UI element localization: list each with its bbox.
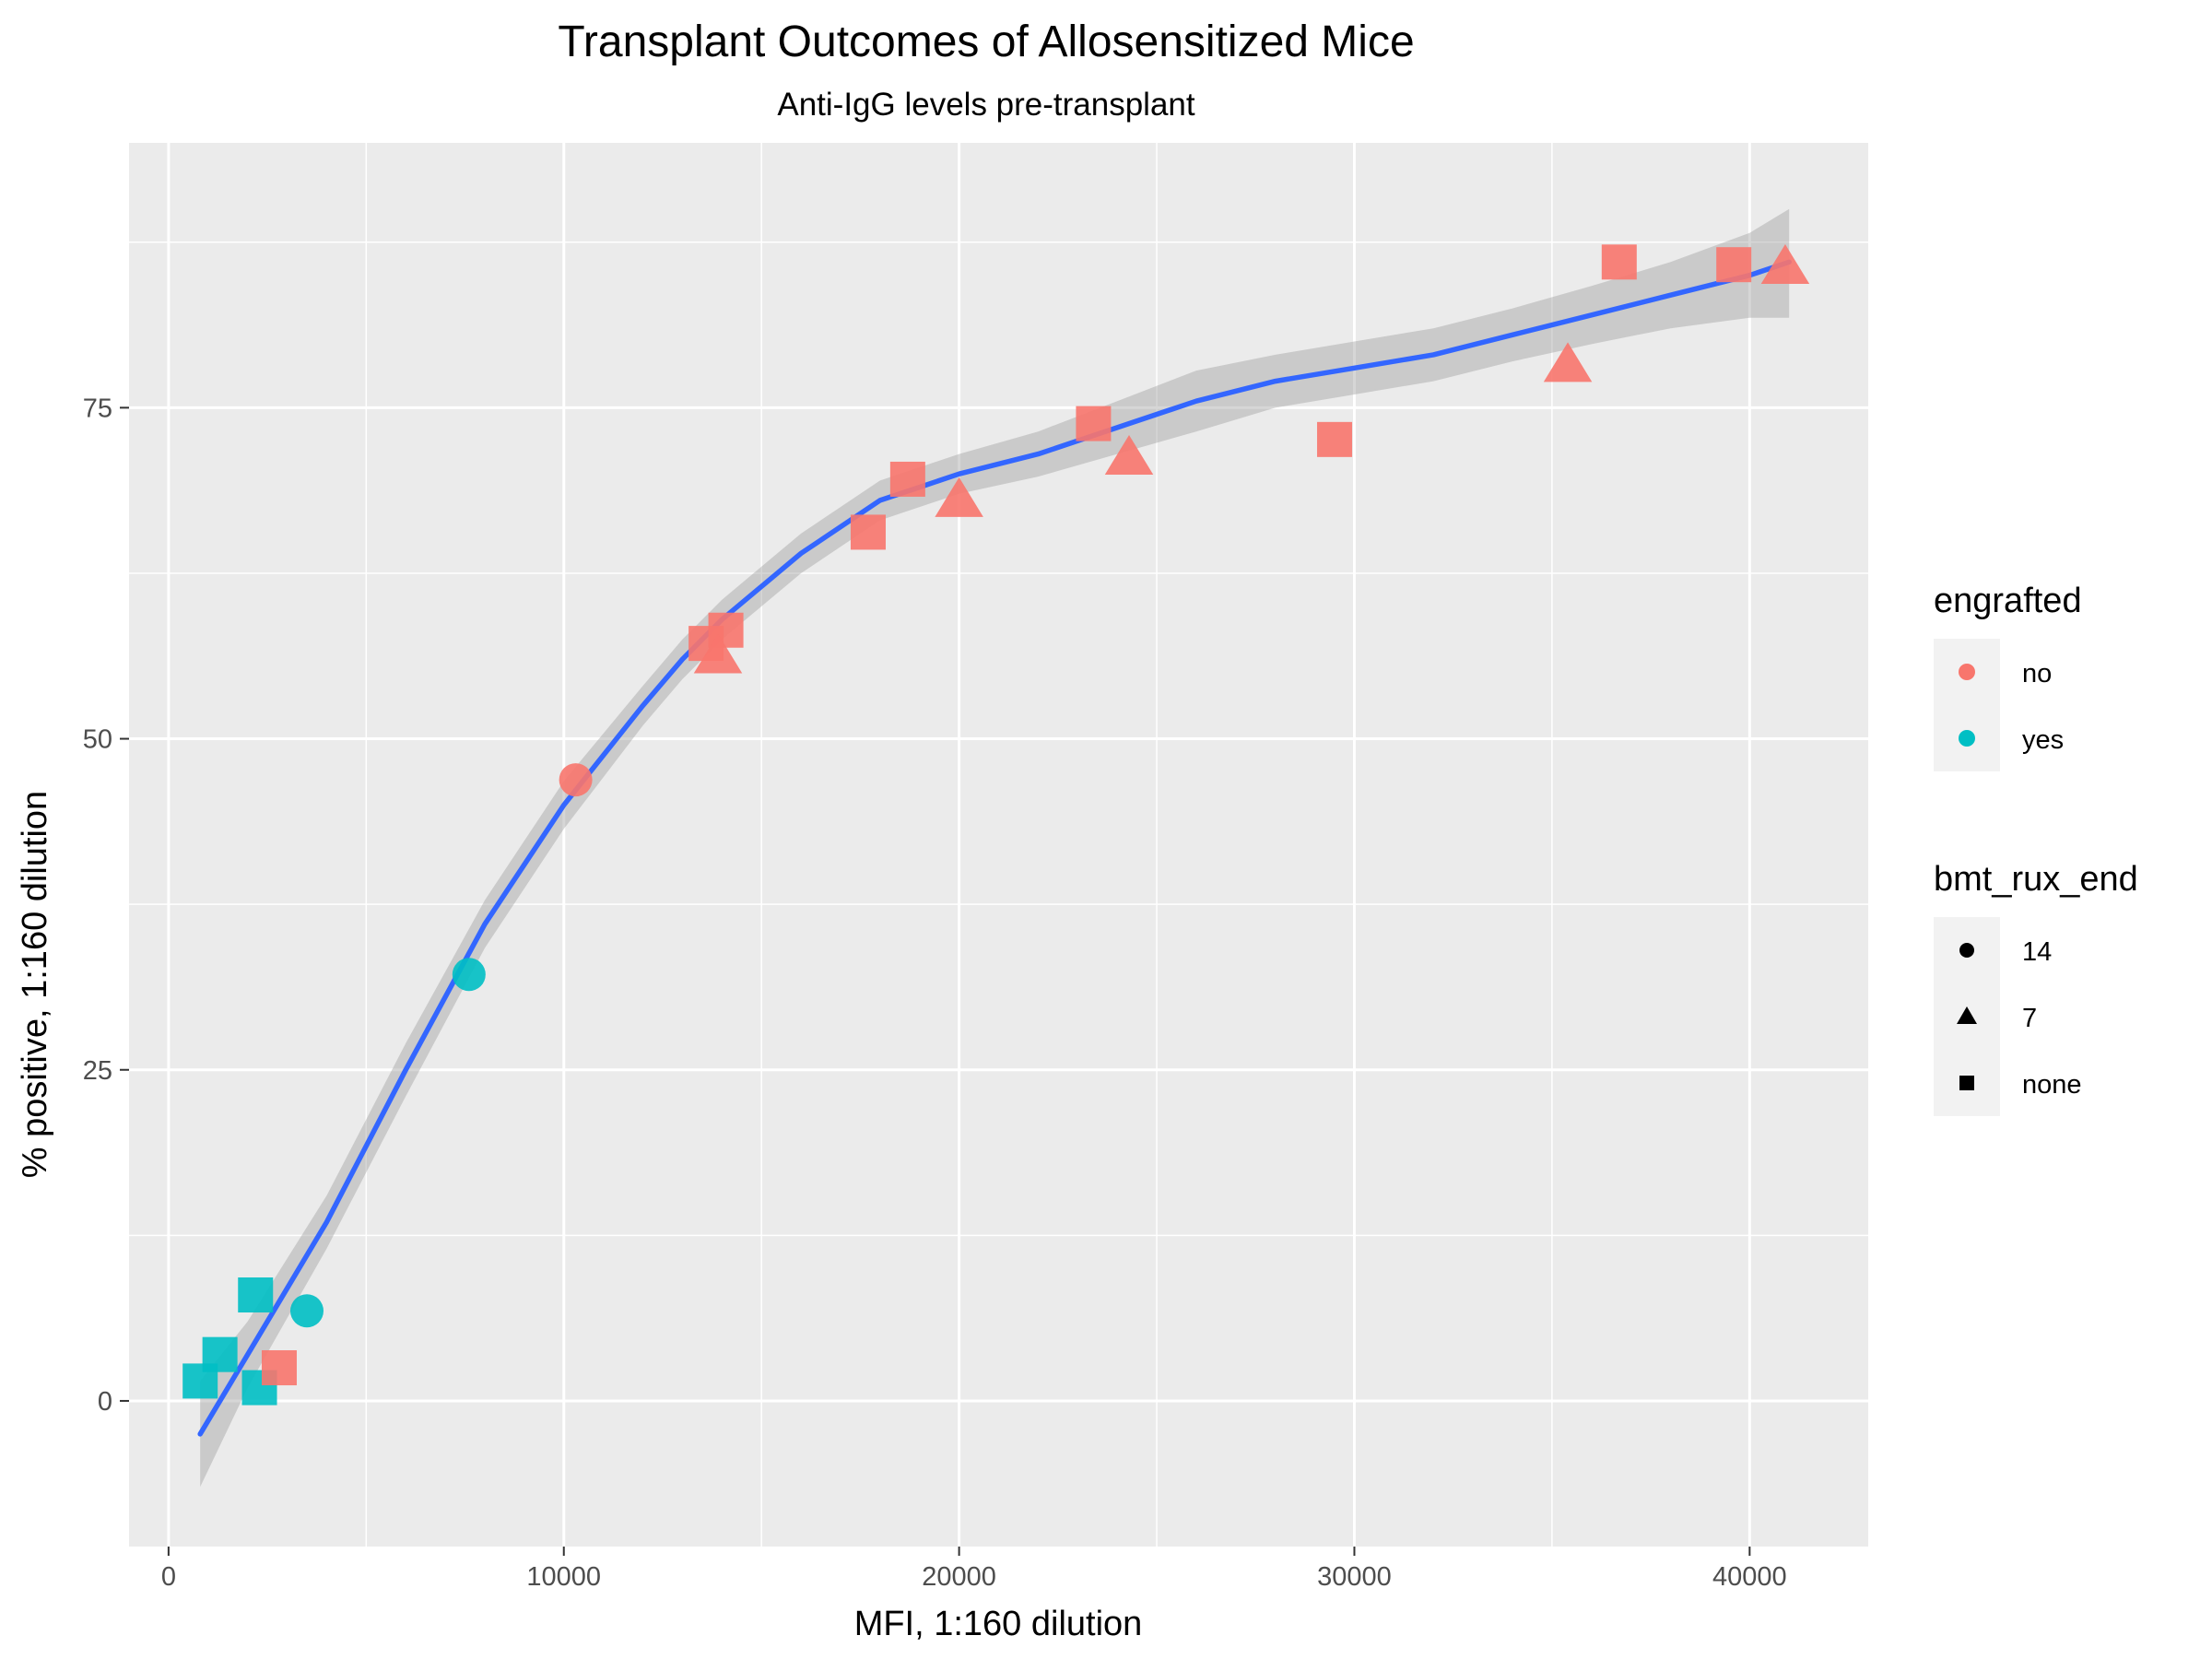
point-circle (289, 1294, 324, 1328)
y-tick-label: 25 (83, 1056, 112, 1086)
legend-key-triangle (1957, 1006, 1977, 1024)
x-tick-label: 30000 (1317, 1562, 1392, 1592)
point-triangle (1104, 434, 1154, 475)
point-square (1601, 244, 1637, 280)
y-axis: 0 25 50 75 (83, 394, 129, 1417)
y-tick-label: 0 (98, 1387, 112, 1417)
x-tick-label: 10000 (526, 1562, 601, 1592)
legend-label-no: no (2022, 659, 2052, 688)
legend-key-no (1959, 664, 1975, 680)
point-square (261, 1350, 297, 1386)
point-circle (559, 763, 593, 797)
legend-label-7: 7 (2022, 1004, 2037, 1033)
legend-label-none: none (2022, 1070, 2082, 1100)
major-gridlines (129, 143, 1868, 1547)
y-tick-label: 75 (83, 394, 112, 423)
x-axis: 0 10000 20000 30000 40000 (161, 1547, 1787, 1592)
plot-panel (129, 143, 1868, 1547)
point-triangle (1760, 244, 1810, 285)
point-square (1317, 421, 1353, 457)
point-triangle (935, 477, 983, 517)
legend-key-circle (1959, 943, 1974, 958)
x-tick-label: 0 (161, 1562, 176, 1592)
y-axis-title: % positive, 1:160 dilution (16, 791, 54, 1178)
legend-label-14: 14 (2022, 937, 2052, 967)
chart-subtitle: Anti-IgG levels pre-transplant (777, 87, 1195, 123)
legend-title-engrafted: engrafted (1934, 582, 2082, 620)
point-square (1076, 406, 1112, 441)
legend-title-bmt-rux-end: bmt_rux_end (1934, 860, 2138, 899)
point-triangle (1543, 342, 1593, 382)
legend-engrafted: engrafted no yes (1934, 582, 2082, 771)
y-tick-label: 50 (83, 725, 112, 755)
point-circle (452, 958, 486, 992)
x-tick-label: 20000 (922, 1562, 996, 1592)
point-triangle (693, 633, 743, 674)
legend-key-yes (1959, 730, 1975, 747)
point-square (1716, 247, 1752, 283)
legend-label-yes: yes (2022, 725, 2064, 755)
legend-bmt-rux-end: bmt_rux_end 14 7 none (1934, 860, 2138, 1116)
legend-key-square (1959, 1076, 1974, 1090)
x-tick-label: 40000 (1712, 1562, 1787, 1592)
data-points (182, 244, 1810, 1406)
point-square (202, 1336, 238, 1372)
x-axis-title: MFI, 1:160 dilution (854, 1605, 1143, 1643)
chart-title: Transplant Outcomes of Allosensitized Mi… (558, 18, 1414, 66)
point-square (850, 514, 886, 550)
point-square (238, 1277, 274, 1313)
point-square (889, 461, 925, 497)
